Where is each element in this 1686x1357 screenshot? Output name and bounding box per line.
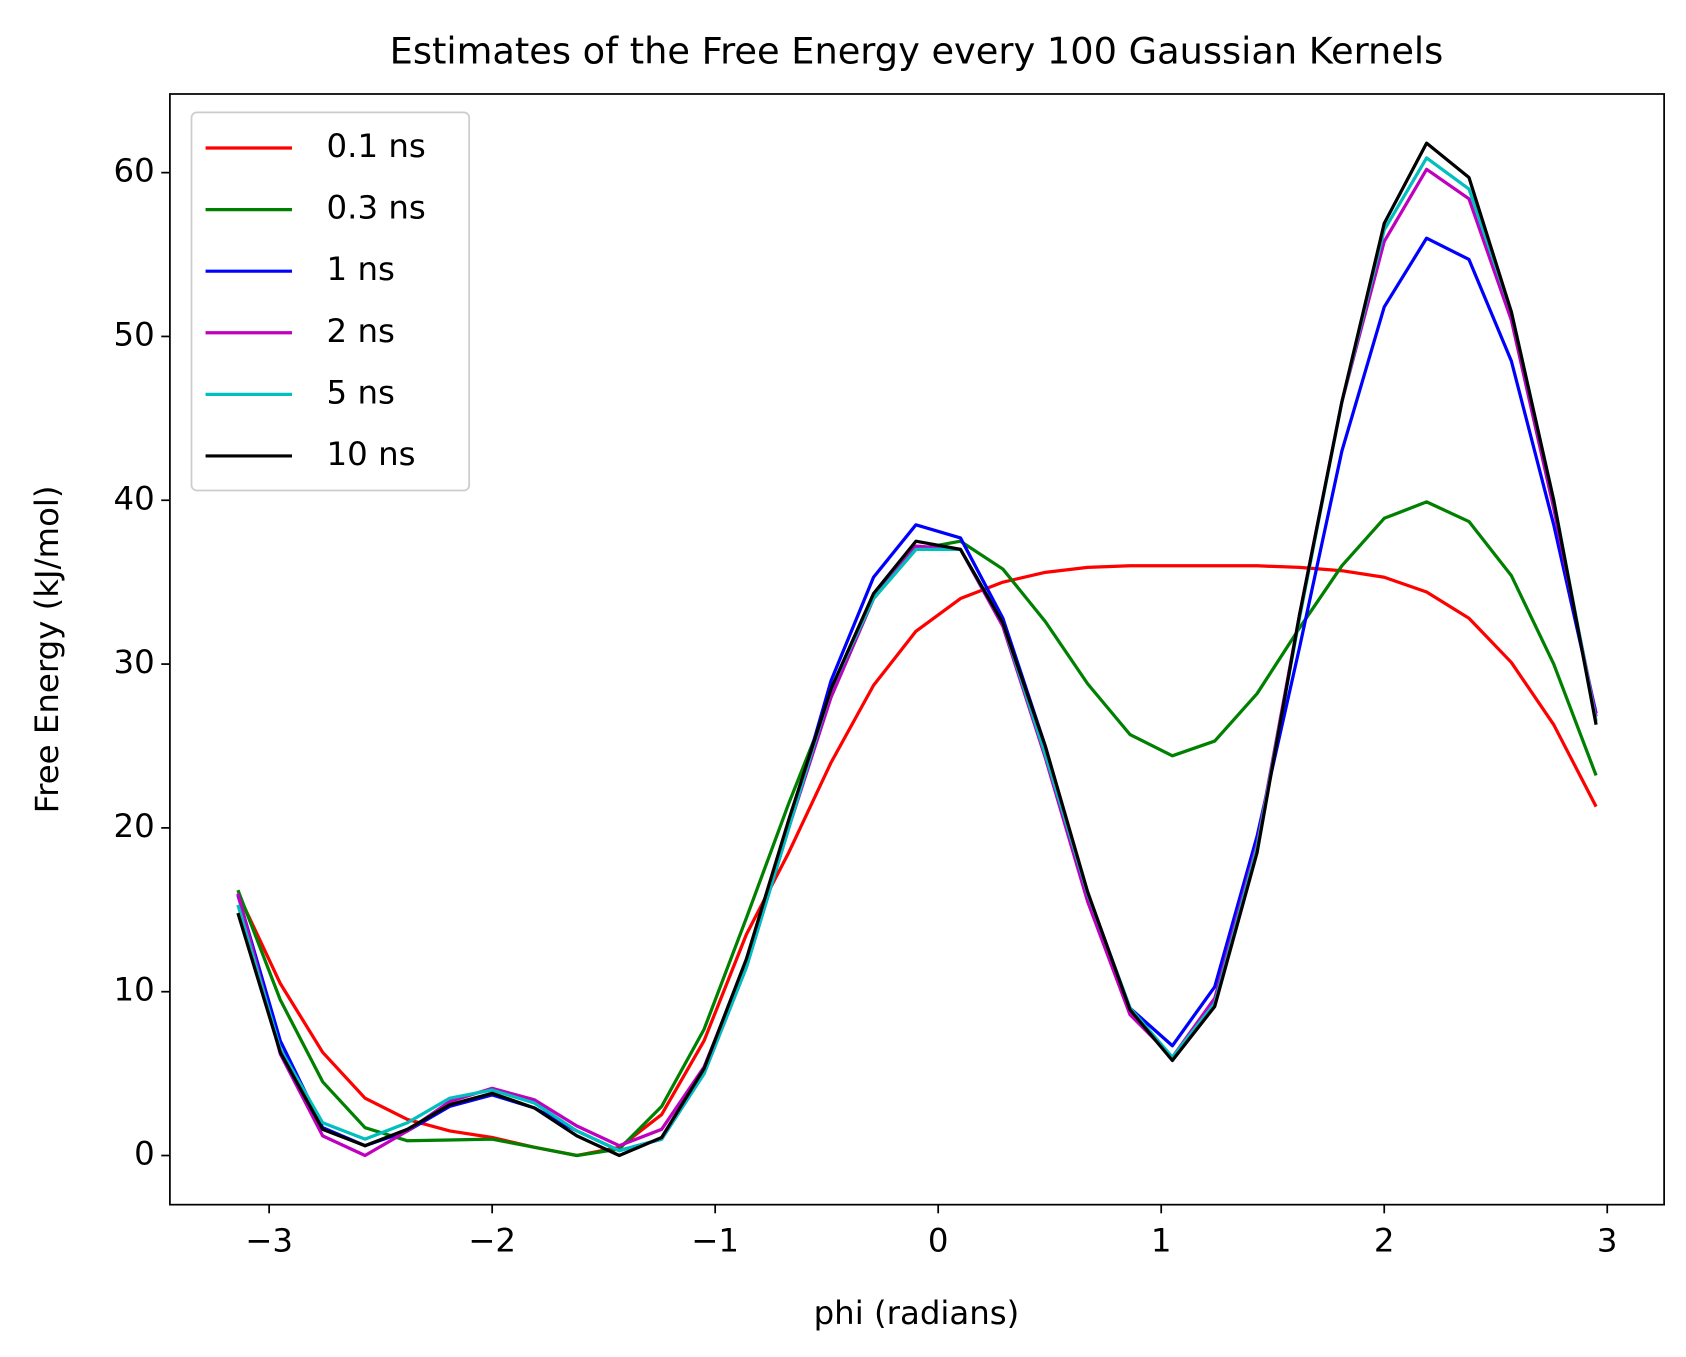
y-tick-label: 50 [114, 315, 155, 353]
y-tick-label: 20 [114, 807, 155, 845]
y-tick-label: 10 [114, 971, 155, 1009]
y-axis-label: Free Energy (kJ/mol) [28, 485, 66, 813]
x-tick-label: −1 [691, 1221, 739, 1259]
legend-label: 10 ns [327, 435, 416, 473]
y-tick-label: 0 [134, 1135, 155, 1173]
legend-label: 5 ns [327, 373, 395, 411]
legend-label: 2 ns [327, 312, 395, 350]
x-tick-label: 3 [1597, 1221, 1618, 1259]
legend-label: 0.3 ns [327, 189, 426, 227]
x-tick-label: 0 [928, 1221, 949, 1259]
chart-title: Estimates of the Free Energy every 100 G… [390, 29, 1444, 72]
plot-frame [169, 93, 1665, 1206]
line-series [236, 141, 1598, 1158]
x-tick-label: 1 [1151, 1221, 1172, 1259]
legend-label: 0.1 ns [327, 127, 426, 165]
y-tick-label: 60 [114, 152, 155, 190]
x-axis-label: phi (radians) [814, 1294, 1020, 1332]
line-series [236, 564, 1598, 1158]
y-tick-label: 30 [114, 643, 155, 681]
x-tick-label: −2 [468, 1221, 516, 1259]
x-tick-label: 2 [1374, 1221, 1395, 1259]
legend-label: 1 ns [327, 250, 395, 288]
legend-box [190, 111, 471, 492]
y-tick-label: 40 [114, 479, 155, 517]
x-tick-label: −3 [245, 1221, 293, 1259]
